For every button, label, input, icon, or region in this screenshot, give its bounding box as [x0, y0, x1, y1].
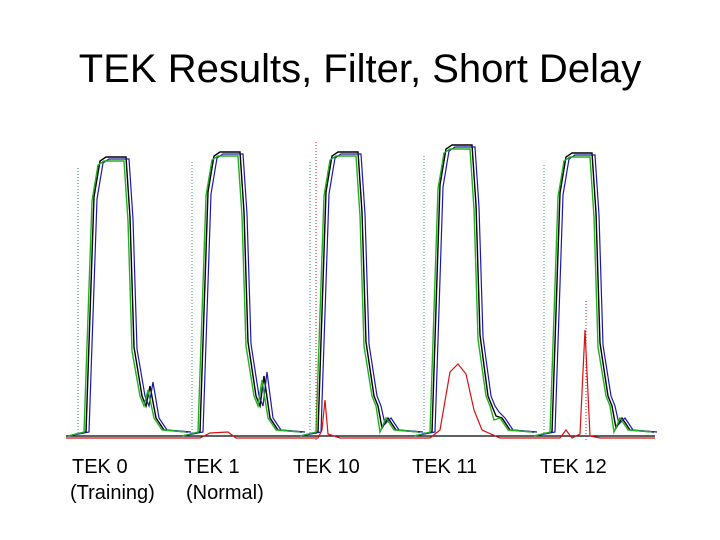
trace-green-1 — [181, 155, 301, 437]
plot-area — [66, 140, 658, 440]
group-label-tek0: TEK 0 — [72, 456, 128, 478]
group-label-tek11: TEK 11 — [412, 456, 478, 478]
trace-green-2 — [299, 155, 419, 437]
trace-blue-3 — [413, 146, 538, 437]
group-label-tek12: TEK 12 — [540, 456, 607, 478]
group-label-tek1: TEK 1 — [184, 456, 240, 478]
trace-green-0 — [67, 160, 187, 437]
trace-blue-0 — [67, 158, 192, 437]
trace-blue-2 — [299, 153, 424, 437]
trace-blue-1 — [181, 153, 306, 437]
trace-red — [66, 329, 655, 439]
trace-blue-4 — [533, 154, 658, 437]
trace-black-3 — [413, 144, 535, 437]
group-sublabel-tek1: (Normal) — [186, 482, 264, 504]
slide-title: TEK Results, Filter, Short Delay — [78, 47, 642, 91]
group-label-tek10: TEK 10 — [293, 456, 360, 478]
trace-green-4 — [533, 156, 653, 437]
trace-green-3 — [413, 148, 533, 437]
trace-black-0 — [67, 156, 189, 437]
group-sublabel-tek0: (Training) — [70, 482, 155, 504]
trace-black-1 — [181, 151, 303, 437]
